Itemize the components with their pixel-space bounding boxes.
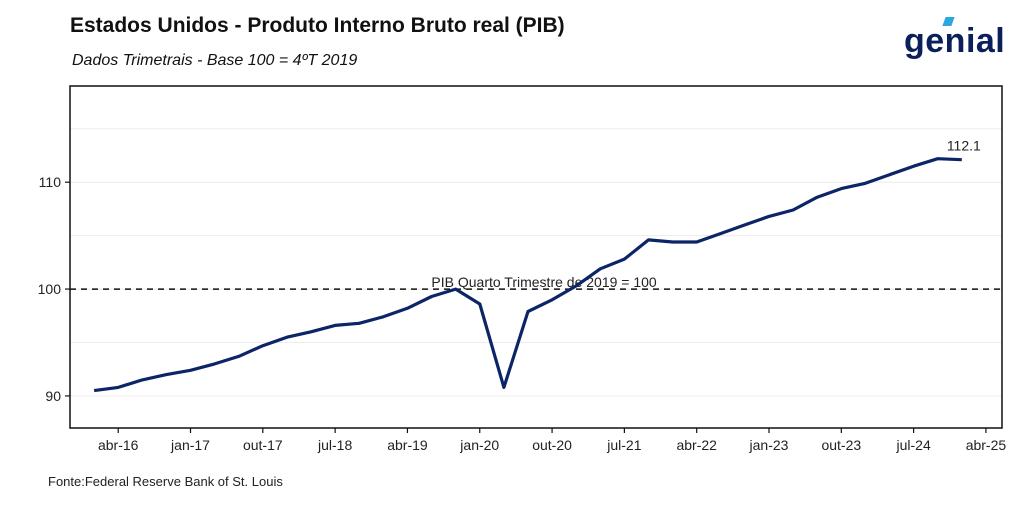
x-tick-label: jul-24 — [895, 437, 930, 453]
end-value-label: 112.1 — [947, 138, 981, 154]
x-tick-label: jan-17 — [170, 437, 210, 453]
x-tick-label: abr-25 — [966, 437, 1007, 453]
x-tick-label: out-17 — [243, 437, 283, 453]
x-axis: abr-16 jan-17 out-17 jul-18 abr-19 jan-20 out-… — [98, 428, 1006, 453]
x-tick-label: abr-16 — [98, 437, 139, 453]
y-tick-label: 100 — [38, 281, 62, 297]
x-tick-label: abr-22 — [676, 437, 717, 453]
y-axis: 90 100 110 — [38, 174, 70, 404]
chart-title: Estados Unidos - Produto Interno Bruto r… — [70, 14, 565, 37]
grid-lines — [70, 128, 1002, 397]
y-tick-label: 90 — [45, 388, 61, 404]
x-tick-label: out-23 — [821, 437, 861, 453]
y-tick-label: 110 — [39, 174, 62, 190]
x-tick-label: out-20 — [532, 437, 572, 453]
plot-frame — [69, 85, 1003, 429]
source-note: Fonte:Federal Reserve Bank of St. Louis — [48, 474, 283, 489]
x-tick-label: jan-20 — [459, 437, 499, 453]
x-tick-label: jan-23 — [749, 437, 789, 453]
series-line-gdp — [93, 157, 962, 393]
reference-line-label: PIB Quarto Trimestre de 2019 = 100 — [431, 274, 657, 290]
x-tick-label: abr-19 — [387, 437, 428, 453]
chart-subtitle: Dados Trimetrais - Base 100 = 4ºT 2019 — [72, 52, 358, 69]
genial-logo: genial — [904, 22, 1006, 60]
x-tick-label: jul-21 — [606, 437, 641, 453]
x-tick-label: jul-18 — [317, 437, 352, 453]
